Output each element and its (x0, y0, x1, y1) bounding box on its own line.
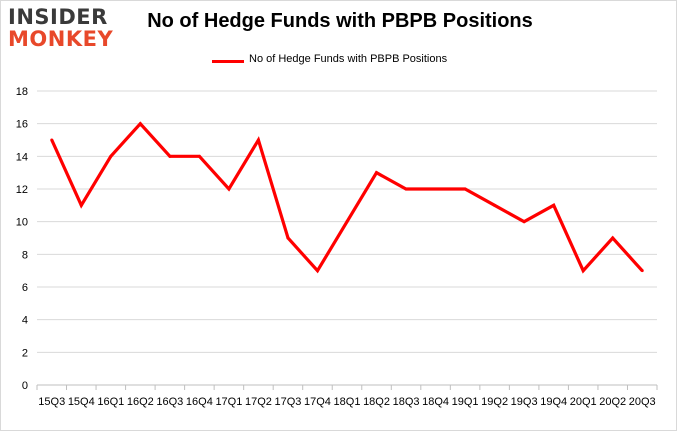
data-point (375, 171, 379, 175)
data-point (286, 236, 290, 240)
y-tick-label: 6 (22, 282, 28, 294)
x-tick-label: 19Q4 (540, 396, 567, 408)
x-tick-label: 19Q1 (452, 396, 479, 408)
data-point (168, 154, 172, 158)
legend-label: No of Hedge Funds with PBPB Positions (249, 53, 448, 65)
data-point (197, 154, 201, 158)
logo-line-1: INSIDER (8, 5, 108, 29)
x-tick-label: 18Q1 (334, 396, 361, 408)
legend-swatch (212, 60, 244, 63)
x-tick-label: 17Q4 (304, 396, 331, 408)
x-tick-label: 20Q3 (629, 396, 656, 408)
data-point (109, 154, 113, 158)
y-tick-label: 14 (16, 151, 28, 163)
data-point (227, 187, 231, 191)
x-tick-label: 18Q3 (393, 396, 420, 408)
y-tick-label: 10 (16, 217, 28, 229)
data-point (463, 187, 467, 191)
x-tick-label: 20Q2 (599, 396, 626, 408)
data-point (434, 187, 438, 191)
x-tick-label: 17Q1 (215, 396, 242, 408)
data-point (138, 122, 142, 126)
x-tick-label: 19Q3 (511, 396, 538, 408)
data-point (581, 269, 585, 273)
data-point (256, 138, 260, 142)
y-tick-label: 0 (22, 380, 28, 392)
data-point (552, 203, 556, 207)
chart-title: No of Hedge Funds with PBPB Positions (147, 10, 533, 32)
x-tick-label: 18Q4 (422, 396, 449, 408)
x-tick-label: 16Q4 (186, 396, 213, 408)
x-tick-label: 20Q1 (570, 396, 597, 408)
y-tick-label: 2 (22, 347, 28, 359)
data-point (50, 138, 54, 142)
y-tick-label: 12 (16, 184, 28, 196)
data-point (493, 203, 497, 207)
data-point (404, 187, 408, 191)
series-line (50, 121, 644, 274)
y-tick-label: 8 (22, 249, 28, 261)
data-point (640, 269, 644, 273)
x-tick-label: 16Q1 (97, 396, 124, 408)
x-tick-label: 15Q4 (68, 396, 95, 408)
data-point (315, 269, 319, 273)
x-tick-label: 18Q2 (363, 396, 390, 408)
insider-monkey-logo: INSIDER MONKEY (8, 6, 126, 54)
x-tick-label: 16Q2 (127, 396, 154, 408)
data-point (79, 203, 83, 207)
y-tick-label: 16 (16, 119, 28, 131)
x-tick-label: 17Q2 (245, 396, 272, 408)
logo-line-2: MONKEY (8, 27, 114, 51)
data-point (345, 220, 349, 224)
y-tick-label: 4 (22, 315, 28, 327)
x-tick-label: 15Q3 (38, 396, 65, 408)
x-tick-label: 17Q3 (274, 396, 301, 408)
x-tick-label: 19Q2 (481, 396, 508, 408)
y-tick-label: 18 (16, 86, 28, 98)
data-point (611, 236, 615, 240)
data-point (522, 220, 526, 224)
x-tick-label: 16Q3 (156, 396, 183, 408)
